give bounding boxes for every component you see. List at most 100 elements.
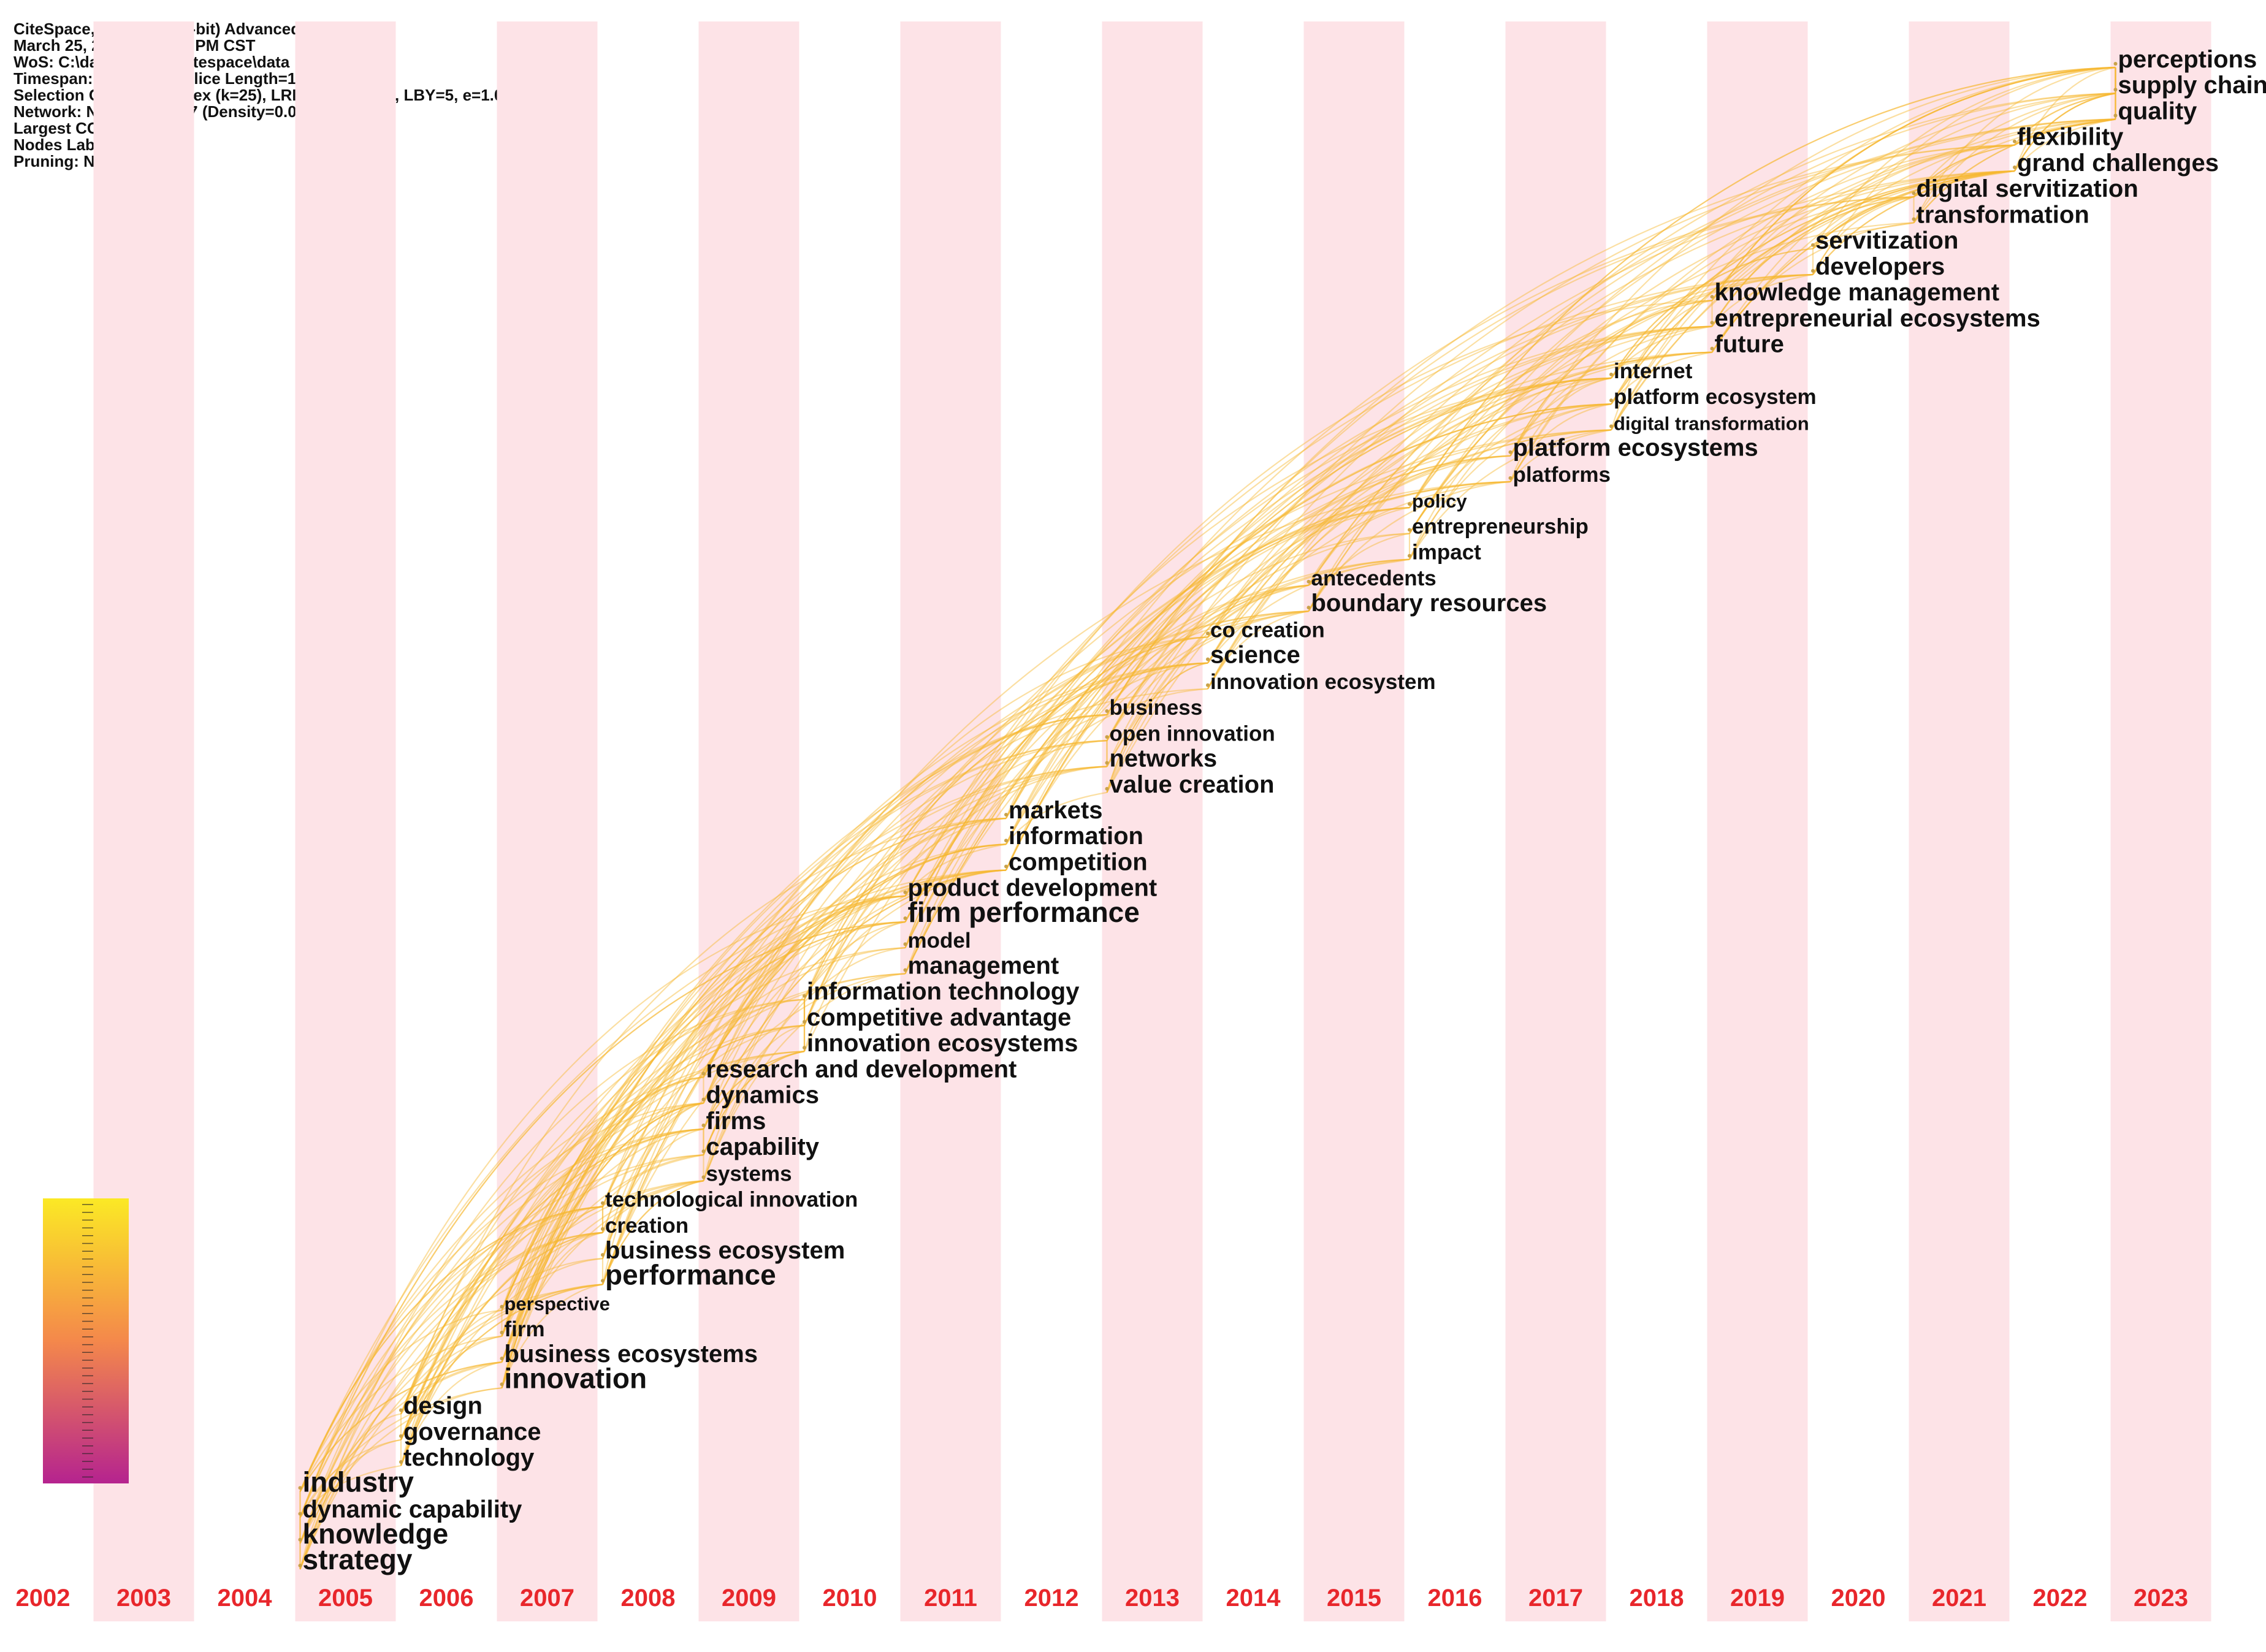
co-occurrence-link: [400, 1231, 603, 1466]
co-occurrence-link: [904, 636, 1208, 948]
co-occurrence-link: [501, 1102, 704, 1388]
keyword-node: [1004, 813, 1008, 816]
co-occurrence-link: [1611, 248, 1814, 379]
co-occurrence-link: [703, 1024, 805, 1181]
co-occurrence-link: [1509, 325, 1712, 457]
co-occurrence-link: [703, 1051, 805, 1155]
keyword-node: [500, 1382, 504, 1387]
co-occurrence-link: [1812, 170, 2015, 275]
co-occurrence-link: [1106, 144, 2015, 715]
keyword-label: impact: [1412, 541, 1481, 565]
color-legend: [43, 1198, 129, 1483]
co-occurrence-link: [703, 817, 1007, 1130]
co-occurrence-link: [299, 1284, 603, 1570]
co-occurrence-link: [601, 1102, 704, 1259]
co-occurrence-link: [904, 325, 1712, 948]
keyword-node: [1206, 657, 1210, 661]
year-stripe-2021: [1909, 21, 2010, 1621]
co-occurrence-link: [703, 636, 1208, 1104]
co-occurrence-link: [501, 766, 1107, 1311]
co-occurrence-link: [703, 869, 1007, 1104]
co-occurrence-link: [1106, 351, 1712, 793]
co-occurrence-link: [501, 1102, 704, 1337]
keyword-node: [1004, 864, 1008, 869]
co-occurrence-link: [1207, 558, 1410, 664]
co-occurrence-link: [904, 558, 1410, 974]
co-occurrence-link: [703, 817, 1007, 1104]
co-occurrence-link: [1913, 93, 2116, 224]
co-occurrence-link: [1611, 351, 1712, 405]
co-occurrence-link: [1308, 507, 1410, 586]
co-occurrence-link: [803, 714, 1107, 1000]
year-stripe-2011: [900, 21, 1001, 1621]
co-occurrence-link: [1611, 144, 2015, 430]
co-occurrence-link: [1711, 93, 2116, 353]
co-occurrence-link: [501, 1102, 704, 1388]
co-occurrence-link: [1913, 144, 2015, 197]
co-occurrence-link: [602, 1154, 704, 1208]
co-occurrence-link: [1509, 144, 2015, 482]
co-occurrence-link: [904, 558, 1410, 923]
co-occurrence-link: [400, 1335, 502, 1415]
co-occurrence-link: [501, 1180, 704, 1363]
keyword-label: markets: [1009, 797, 1102, 824]
co-occurrence-link: [1913, 144, 2015, 197]
co-occurrence-link: [1106, 533, 1410, 741]
year-tick-label: 2017: [1528, 1585, 1583, 1612]
co-occurrence-link: [1913, 118, 2116, 197]
year-stripes: [93, 21, 2211, 1621]
co-occurrence-link: [299, 1335, 502, 1492]
keyword-label: dynamics: [706, 1082, 820, 1109]
co-occurrence-link: [501, 1102, 704, 1388]
co-occurrence-link: [804, 429, 1612, 1000]
keyword-node: [1004, 839, 1008, 843]
co-occurrence-link: [299, 1206, 603, 1492]
co-occurrence-link: [299, 1439, 402, 1518]
co-occurrence-link: [299, 1309, 502, 1492]
keyword-node: [601, 1253, 605, 1257]
co-occurrence-link: [1207, 170, 2015, 638]
co-occurrence-link: [1106, 584, 1309, 793]
co-occurrence-link: [1611, 170, 2015, 405]
year-tick-label: 2016: [1428, 1585, 1482, 1612]
year-tick-label: 2014: [1226, 1585, 1281, 1612]
co-occurrence-link: [299, 1206, 603, 1570]
keyword-node: [1408, 528, 1411, 532]
keyword-node: [1206, 683, 1210, 687]
co-occurrence-link: [2013, 66, 2116, 172]
co-occurrence-link: [602, 1180, 704, 1233]
co-occurrence-link: [804, 481, 1511, 1052]
keyword-label: innovation ecosystems: [807, 1030, 1078, 1057]
year-tick-label: 2021: [1932, 1585, 1986, 1612]
co-occurrence-link: [400, 1231, 603, 1466]
co-occurrence-link: [1611, 66, 2116, 405]
co-occurrence-link: [1812, 196, 1914, 275]
keyword-label: value creation: [1110, 771, 1275, 798]
co-occurrence-link: [1711, 144, 2015, 327]
co-occurrence-link: [703, 973, 906, 1181]
keyword-node: [1811, 268, 1815, 273]
co-occurrence-link: [703, 662, 1208, 1078]
co-occurrence-link: [501, 1024, 805, 1311]
co-occurrence-link: [400, 1309, 502, 1466]
co-occurrence-link: [1005, 273, 1814, 845]
keyword-label: systems: [706, 1162, 792, 1186]
keyword-node: [399, 1434, 403, 1438]
keyword-label: supply chains: [2118, 72, 2266, 99]
co-occurrence-link: [299, 921, 906, 1518]
keyword-node: [803, 994, 806, 998]
keyword-label: developers: [1815, 253, 1945, 280]
co-occurrence-link: [501, 1231, 603, 1388]
co-occurrence-link: [1711, 118, 2116, 353]
co-occurrence-link: [400, 1361, 502, 1466]
co-occurrence-link: [601, 843, 1007, 1285]
keyword-label: innovation ecosystem: [1210, 670, 1436, 694]
keyword-label: strategy: [303, 1544, 413, 1575]
co-occurrence-link: [703, 766, 1107, 1155]
co-occurrence-link: [299, 1361, 502, 1492]
co-occurrence-link: [1409, 118, 2116, 508]
co-occurrence-link: [1308, 93, 2116, 612]
co-occurrence-link: [1711, 222, 1914, 353]
co-occurrence-link: [703, 947, 906, 1181]
keyword-label: firms: [706, 1108, 766, 1135]
